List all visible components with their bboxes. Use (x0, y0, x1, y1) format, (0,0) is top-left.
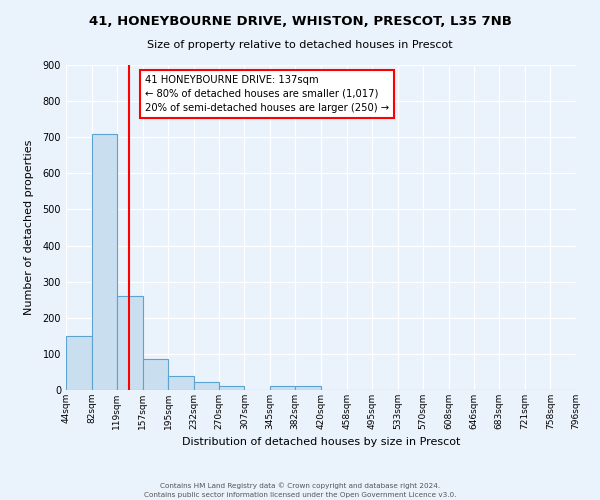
Bar (66, 336, 92, 390)
Bar (295, 386, 321, 390)
Bar (270, 386, 295, 390)
Bar (219, 386, 244, 390)
Y-axis label: Number of detached properties: Number of detached properties (25, 140, 34, 315)
Text: 41, HONEYBOURNE DRIVE, WHISTON, PRESCOT, L35 7NB: 41, HONEYBOURNE DRIVE, WHISTON, PRESCOT,… (89, 15, 511, 28)
Bar (117, 296, 143, 390)
Text: Contains HM Land Registry data © Crown copyright and database right 2024.
Contai: Contains HM Land Registry data © Crown c… (144, 482, 456, 498)
Text: Size of property relative to detached houses in Prescot: Size of property relative to detached ho… (147, 40, 453, 50)
Bar (193, 382, 219, 390)
X-axis label: Distribution of detached houses by size in Prescot: Distribution of detached houses by size … (182, 438, 460, 448)
Text: 41 HONEYBOURNE DRIVE: 137sqm
← 80% of detached houses are smaller (1,017)
20% of: 41 HONEYBOURNE DRIVE: 137sqm ← 80% of de… (145, 74, 389, 113)
Bar (169, 376, 193, 390)
Bar (143, 360, 169, 390)
Bar (92, 134, 117, 390)
